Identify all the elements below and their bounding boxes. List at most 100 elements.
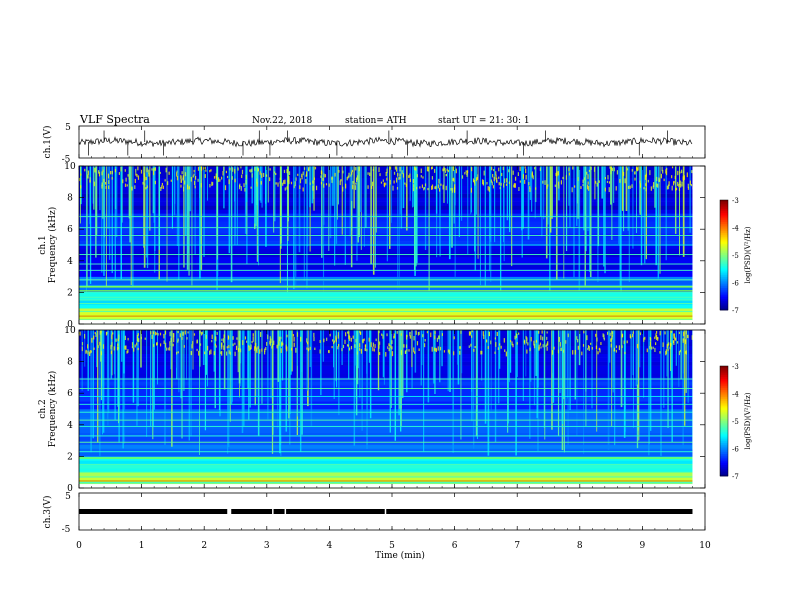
time-tick-label: 5	[389, 541, 395, 551]
time-tick-label: 1	[139, 541, 145, 551]
freq-tick-label: 6	[67, 389, 73, 399]
persistent-line	[79, 279, 693, 281]
freq-tick-label: 4	[67, 257, 73, 267]
freq-tick-label: 4	[67, 421, 73, 431]
colorbar-tick-label: -6	[732, 280, 739, 288]
transmitter-line	[79, 315, 693, 317]
colorbar-tick-label: -7	[732, 307, 739, 315]
freq-tick-label: 10	[64, 326, 76, 336]
persistent-line	[79, 235, 693, 237]
ch2-freq-ticks: 0 2 4 6 8 10	[64, 326, 705, 494]
ch1-spec-ylabel-freq: Frequency (kHz)	[47, 207, 58, 284]
freq-tick-label: 2	[67, 288, 73, 298]
colorbar-tick-label: -5	[732, 252, 739, 260]
time-axis-label: Time (min)	[375, 550, 425, 561]
time-tick-label: 3	[264, 541, 270, 551]
colorbar-tick-label: -3	[732, 197, 739, 205]
persistent-line	[79, 435, 693, 437]
persistent-line	[79, 463, 693, 465]
time-tick-label: 6	[452, 541, 458, 551]
colorbar-tick-label: -5	[732, 418, 739, 426]
persistent-line	[79, 441, 693, 443]
ch3-ylabel: ch.3(V)	[42, 496, 53, 529]
date-label: Nov.22, 2018	[252, 116, 313, 126]
persistent-line	[79, 244, 693, 246]
transmitter-line	[79, 290, 693, 292]
time-tick-label: 2	[201, 541, 207, 551]
persistent-line	[79, 216, 693, 218]
persistent-line	[79, 292, 693, 293]
ch3-gap	[227, 509, 232, 514]
persistent-line	[79, 269, 693, 271]
ch1-spectrogram-panel: 0 2 4 6 8 10 ch.1 Frequency (kHz) -3 -4 -5 -6 -7 l…	[38, 162, 752, 330]
ch2-spectrogram-image	[79, 330, 705, 489]
persistent-line	[79, 411, 693, 413]
ch1-ytick-bottom: -5	[62, 155, 71, 165]
persistent-line	[79, 254, 693, 255]
persistent-line	[79, 419, 693, 421]
ch3-ytick-top: 5	[65, 492, 71, 502]
ch1-spec-ylabel-channel: ch.1	[38, 235, 48, 254]
persistent-line	[79, 227, 693, 229]
ch1-ytick-top: 5	[65, 123, 71, 133]
persistent-line	[79, 378, 693, 380]
freq-tick-label: 2	[67, 452, 73, 462]
persistent-line	[79, 476, 693, 478]
time-tick-label: 4	[327, 541, 333, 551]
time-tick-label: 8	[577, 541, 583, 551]
persistent-line	[79, 285, 693, 287]
ch3-trace	[79, 509, 693, 514]
ch1-frame	[78, 125, 706, 159]
time-tick-label: 0	[76, 541, 82, 551]
start-time-label: start UT = 21: 30: 1	[438, 116, 530, 126]
ch2-spec-ylabel-freq: Frequency (kHz)	[47, 371, 58, 448]
ch3-gap	[272, 509, 274, 514]
persistent-line	[79, 318, 693, 320]
transmitter-line	[79, 480, 693, 482]
colorbar-label: log(PSD)(V²/Hz)	[744, 392, 752, 449]
freq-tick-label: 0	[67, 320, 73, 330]
ch1-colorbar: -3 -4 -5 -6 -7 log(PSD)(V²/Hz)	[719, 197, 752, 315]
colorbar-tick-label: -4	[732, 391, 739, 399]
colorbar-tick-label: -3	[732, 363, 739, 371]
transmitter-line	[79, 457, 693, 459]
colorbar-tick-label: -7	[732, 473, 739, 481]
freq-tick-label: 10	[64, 162, 76, 172]
freq-tick-label: 6	[67, 225, 73, 235]
time-axis-ticks: 0 1 2 3 4 5 6 7 8 9 10	[76, 126, 711, 551]
ch3-ytick-bottom: -5	[62, 525, 71, 535]
colorbar-tick-label: -6	[732, 446, 739, 454]
ch2-spectrogram-panel: 0 2 4 6 8 10 ch.2 Frequency (kHz) -3 -4 -5 -6 -7 l…	[38, 326, 752, 494]
time-tick-label: 10	[699, 541, 711, 551]
persistent-line	[79, 298, 693, 300]
freq-tick-label: 0	[67, 484, 73, 494]
time-tick-label: 9	[640, 541, 646, 551]
persistent-line	[79, 395, 693, 397]
ch1-ylabel: ch.1(V)	[42, 126, 53, 159]
persistent-line	[79, 471, 693, 473]
ch1-trace	[78, 136, 693, 148]
ch2-colorbar: -3 -4 -5 -6 -7 log(PSD)(V²/Hz)	[719, 363, 752, 481]
ch3-gap	[284, 509, 287, 514]
ch1-spikes	[88, 130, 668, 156]
persistent-line	[79, 451, 693, 453]
ch1-spectrogram-image	[79, 166, 705, 325]
persistent-line	[79, 482, 693, 483]
freq-tick-label: 8	[67, 194, 73, 204]
ch2-spec-ylabel-channel: ch.2	[38, 399, 48, 418]
persistent-line	[79, 388, 693, 389]
colorbar-label: log(PSD)(V²/Hz)	[744, 226, 752, 283]
ch3-gap	[384, 509, 387, 514]
ch3-waveform-panel: 5 -5 ch.3(V) 0 1 2 3 4 5 6 7 8 9 10 Time (min)	[42, 126, 711, 561]
persistent-line	[79, 425, 693, 427]
persistent-line	[79, 310, 693, 312]
ch1-freq-ticks: 0 2 4 6 8 10	[64, 162, 705, 330]
persistent-line	[79, 263, 693, 265]
figure-title: VLF Spectra	[79, 113, 150, 126]
station-label: station= ATH	[345, 116, 407, 126]
colorbar-tick-label: -4	[732, 225, 739, 233]
transmitter-line	[79, 286, 693, 288]
persistent-line	[79, 303, 693, 304]
freq-tick-label: 8	[67, 358, 73, 368]
